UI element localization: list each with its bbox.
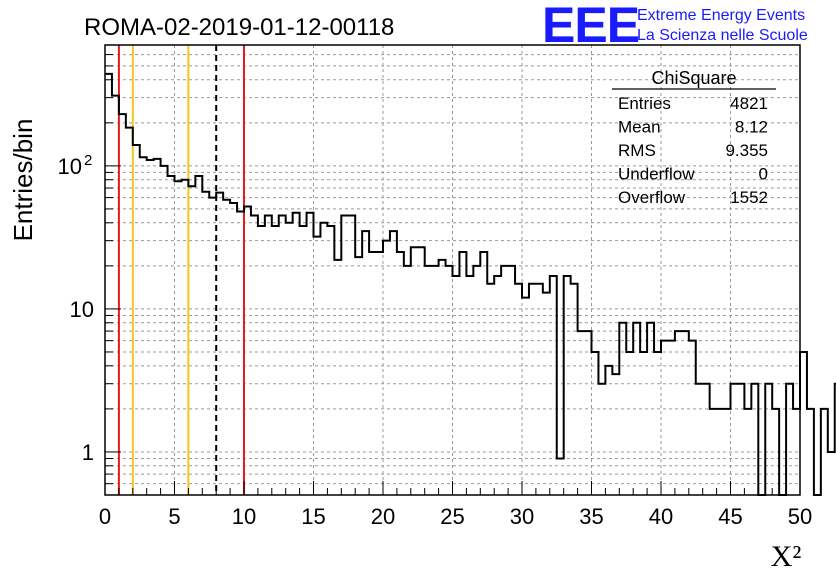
stats-box: ChiSquare Entries 4821 Mean 8.12 RMS 9.355 Und… xyxy=(612,68,776,207)
logo-line-1: Extreme Energy Events xyxy=(637,7,805,24)
x-tick-label: 50 xyxy=(788,504,812,529)
stats-rows: Entries 4821 Mean 8.12 RMS 9.355 Underflow 0 Ove… xyxy=(618,94,768,207)
y-tick-label: 10 xyxy=(58,154,82,179)
stats-value: 8.12 xyxy=(735,118,768,137)
stats-label: Entries xyxy=(618,94,671,113)
x-tick-label: 30 xyxy=(510,504,534,529)
stats-label: Overflow xyxy=(618,188,686,207)
x-tick-label: 10 xyxy=(232,504,256,529)
x-axis-label: X² xyxy=(771,540,802,572)
stats-label: Mean xyxy=(618,118,661,137)
stats-label: RMS xyxy=(618,141,656,160)
y-tick-exponent: 2 xyxy=(84,152,92,169)
y-axis-label: Entries/bin xyxy=(8,119,38,242)
stats-label: Underflow xyxy=(618,165,695,184)
stats-value: 0 xyxy=(759,165,768,184)
x-tick-label: 45 xyxy=(718,504,742,529)
y-tick-label: 1 xyxy=(82,440,94,465)
histogram-series xyxy=(105,72,836,496)
x-tick-label: 35 xyxy=(579,504,603,529)
logo-eee-text: EEE xyxy=(542,0,639,53)
y-tick-label: 10 xyxy=(70,297,94,322)
chart-title: ROMA-02-2019-01-12-00118 xyxy=(84,14,394,41)
x-tick-label: 5 xyxy=(168,504,180,529)
stats-value: 9.355 xyxy=(725,141,768,160)
stats-title: ChiSquare xyxy=(651,68,736,88)
logo-line-2: La Scienza nelle Scuole xyxy=(637,27,808,44)
grid-lines xyxy=(105,45,800,495)
x-tick-label: 0 xyxy=(99,504,111,529)
reference-lines xyxy=(117,45,245,495)
x-tick-label: 25 xyxy=(440,504,464,529)
x-tick-label: 15 xyxy=(301,504,325,529)
x-axis: 0 5 10 15 20 25 30 35 40 45 50 xyxy=(99,481,812,529)
stats-value: 1552 xyxy=(730,188,768,207)
x-tick-label: 40 xyxy=(649,504,673,529)
x-tick-label: 20 xyxy=(371,504,395,529)
stats-value: 4821 xyxy=(730,94,768,113)
eee-logo: EEE Extreme Energy Events La Scienza nel… xyxy=(542,0,808,53)
